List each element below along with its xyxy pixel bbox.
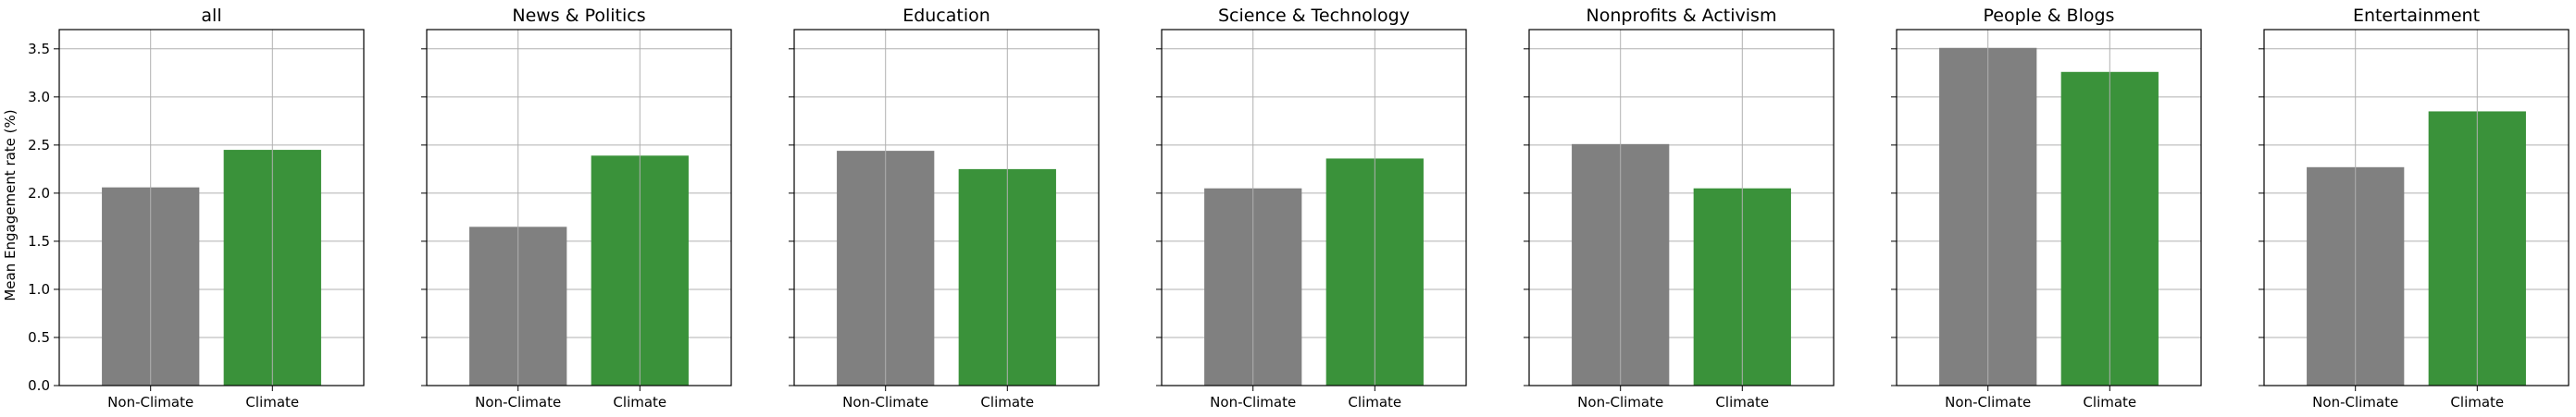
x-tick-label: Non-Climate	[2312, 394, 2398, 411]
x-tick-label: Climate	[1348, 394, 1401, 411]
x-tick-label: Climate	[613, 394, 666, 411]
x-tick-label: Non-Climate	[1577, 394, 1663, 411]
panel-title: News & Politics	[512, 6, 645, 26]
panel-4: Non-Climate Climate Nonprofits & Activism	[1524, 6, 1835, 411]
y-tick-label: 0.0	[28, 377, 50, 394]
panel-3: Non-Climate Climate Science & Technology	[1156, 6, 1467, 411]
x-tick-label: Climate	[2450, 394, 2504, 411]
panel-title: all	[201, 6, 221, 26]
panel-6: Non-Climate Climate Entertainment	[2259, 6, 2570, 411]
x-tick-label: Non-Climate	[475, 394, 561, 411]
y-tick-label: 1.5	[28, 233, 50, 250]
x-tick-label: Non-Climate	[1210, 394, 1296, 411]
x-tick-label: Non-Climate	[842, 394, 928, 411]
x-tick-label: Climate	[245, 394, 299, 411]
y-tick-label: 3.5	[28, 41, 50, 57]
x-tick-label: Climate	[1715, 394, 1769, 411]
axes-frame	[2263, 29, 2570, 386]
panels: 0.0 0.5 1.0 1.5 2.0 2.5 3.0 3.5 Non-Climate Clima…	[28, 6, 2570, 411]
y-tick-label: 2.0	[28, 185, 50, 202]
y-tick-label: 2.5	[28, 137, 50, 153]
x-tick-label: Climate	[2083, 394, 2136, 411]
y-tick-label: 3.0	[28, 89, 50, 105]
axes-frame	[1161, 29, 1467, 386]
y-axis-label: Mean Engagement rate (%)	[2, 109, 19, 300]
y-tick-label: 1.0	[28, 281, 50, 298]
axes-frame	[58, 29, 365, 386]
panel-2: Non-Climate Climate Education	[789, 6, 1100, 411]
axes-frame	[426, 29, 732, 386]
y-tick-label: 0.5	[28, 329, 50, 346]
panel-title: Entertainment	[2353, 6, 2480, 26]
x-tick-label: Climate	[980, 394, 1034, 411]
axes-frame	[793, 29, 1100, 386]
x-tick-label: Non-Climate	[107, 394, 193, 411]
x-tick-label: Non-Climate	[1945, 394, 2031, 411]
panel-title: Nonprofits & Activism	[1587, 6, 1777, 26]
panel-title: People & Blogs	[1984, 6, 2115, 26]
panel-5: Non-Climate Climate People & Blogs	[1891, 6, 2202, 411]
panel-0: 0.0 0.5 1.0 1.5 2.0 2.5 3.0 3.5 Non-Climate Clima…	[28, 6, 365, 411]
panel-1: Non-Climate Climate News & Politics	[421, 6, 732, 411]
axes-frame	[1528, 29, 1835, 386]
axes-frame	[1896, 29, 2202, 386]
panel-title: Science & Technology	[1218, 6, 1410, 26]
panel-title: Education	[902, 6, 990, 26]
